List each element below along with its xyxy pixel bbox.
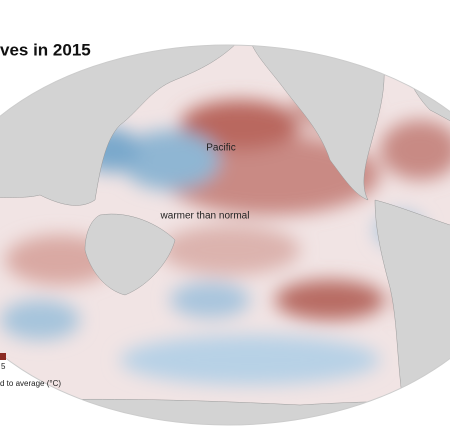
globe-outline bbox=[0, 44, 450, 426]
land-antarctica bbox=[0, 398, 450, 425]
land-south-america bbox=[374, 199, 450, 425]
legend-caption: d to average (°C) bbox=[0, 379, 61, 388]
map-label: warmer than normal bbox=[160, 211, 250, 222]
map-body bbox=[0, 45, 450, 425]
land-australia bbox=[84, 213, 176, 296]
legend-tick: 5 bbox=[1, 362, 6, 371]
legend-swatch bbox=[0, 353, 6, 360]
land-north-america bbox=[249, 45, 385, 201]
title: ves in 2015 bbox=[0, 40, 91, 59]
map-label: Pacific bbox=[206, 143, 235, 154]
